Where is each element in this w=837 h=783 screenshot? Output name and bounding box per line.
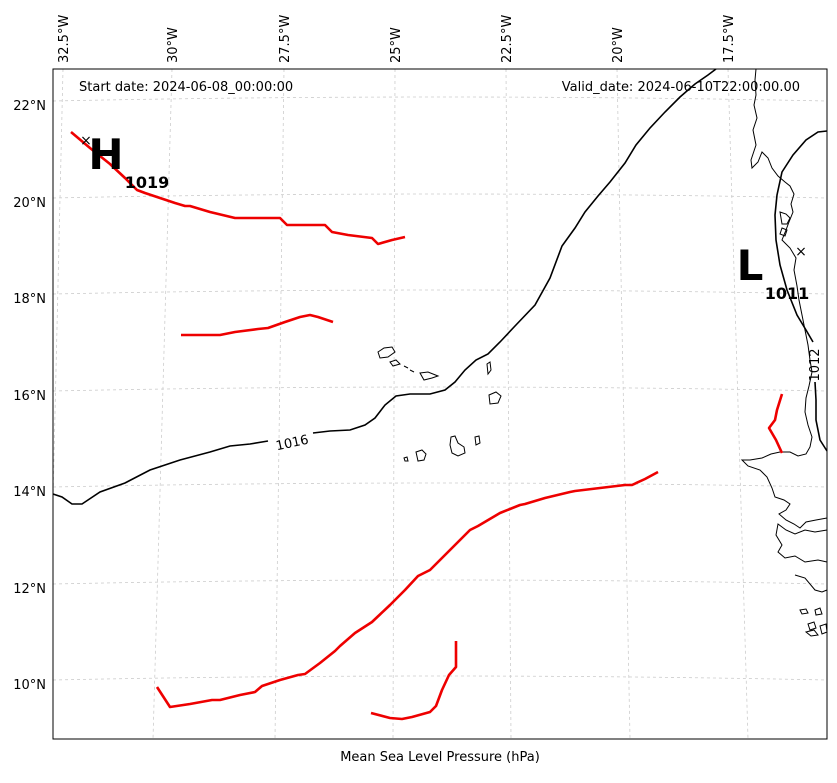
island-santa-luzia <box>403 365 409 369</box>
start-date-label: Start date: 2024-06-08_00:00:00 <box>79 80 293 95</box>
lon-label-17-5w: 17.5°W <box>722 15 737 63</box>
island-santo-antao <box>377 346 396 359</box>
coastline <box>377 68 828 637</box>
front-1 <box>70 131 406 246</box>
map-caption: Mean Sea Level Pressure (hPa) <box>340 750 540 765</box>
front-5 <box>767 393 784 454</box>
bijagos-1 <box>799 608 809 615</box>
isobar-1012 <box>774 130 828 452</box>
island-maio <box>474 435 481 446</box>
west-africa-coast <box>740 68 828 529</box>
high-letter: H <box>88 130 123 179</box>
high-value: 1019 <box>125 173 170 192</box>
bijagos-3 <box>807 621 817 631</box>
lon-label-27-5w: 27.5°W <box>278 15 293 63</box>
island-sao-nicolau <box>409 369 415 373</box>
lat-label-22n: 22°N <box>13 99 46 114</box>
guinea-coast <box>775 523 828 563</box>
canary-like-coast <box>779 211 791 225</box>
fronts <box>70 131 784 721</box>
graticule <box>52 68 828 740</box>
isobar-1016 <box>52 68 717 505</box>
isobars <box>52 68 828 505</box>
bijagos-4 <box>804 629 819 637</box>
island-sal-chain <box>419 371 440 381</box>
lon-label-30w: 30°W <box>166 27 181 63</box>
banc-arguin <box>779 227 788 237</box>
latitude-labels: 22°N 20°N 18°N 16°N 14°N 12°N 10°N <box>13 99 46 693</box>
lon-label-20w: 20°W <box>611 27 626 63</box>
guinea-bissau-coast <box>794 574 828 593</box>
longitude-labels: 32.5°W 30°W 27.5°W 25°W 22.5°W 20°W 17.5… <box>57 15 737 63</box>
valid-date-label: Valid_date: 2024-06-10T22:00:00.00 <box>562 80 800 95</box>
isobar-label-1016: 1016 <box>275 433 310 455</box>
island-sal <box>486 361 492 376</box>
low-letter: L <box>737 241 764 290</box>
lat-label-18n: 18°N <box>13 292 46 307</box>
lon-label-22-5w: 22.5°W <box>500 15 515 63</box>
front-4 <box>370 641 458 721</box>
front-2 <box>181 313 334 337</box>
island-fogo <box>415 449 427 462</box>
island-sao-vicente <box>389 359 401 367</box>
island-brava <box>403 456 409 462</box>
lat-label-12n: 12°N <box>13 582 46 597</box>
bijagos-2 <box>814 607 823 616</box>
map-border <box>52 68 828 740</box>
lon-label-25w: 25°W <box>389 27 404 63</box>
low-value: 1011 <box>765 284 810 303</box>
map-frame <box>52 68 828 740</box>
low-pressure-center: × L 1011 <box>737 241 810 303</box>
low-marker-icon: × <box>795 244 807 260</box>
high-marker-icon: × <box>80 133 92 149</box>
lat-label-14n: 14°N <box>13 485 46 500</box>
lat-label-16n: 16°N <box>13 389 46 404</box>
isobar-label-1012: 1012 <box>808 348 823 381</box>
island-boa-vista <box>488 391 502 405</box>
lon-label-32-5w: 32.5°W <box>57 15 72 63</box>
island-santiago <box>449 435 466 457</box>
front-3 <box>155 470 659 709</box>
lat-label-10n: 10°N <box>13 678 46 693</box>
high-pressure-center: × H 1019 <box>80 130 169 192</box>
lat-label-20n: 20°N <box>13 196 46 211</box>
